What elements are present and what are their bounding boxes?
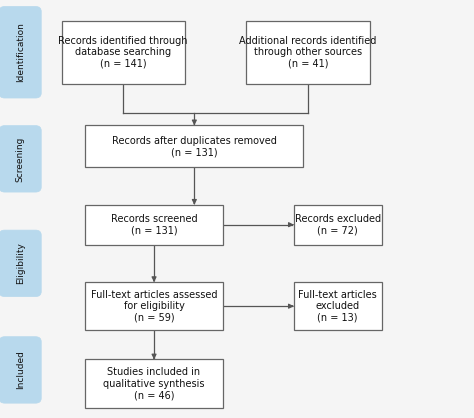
FancyBboxPatch shape — [0, 230, 41, 297]
Text: Full-text articles
excluded
(n = 13): Full-text articles excluded (n = 13) — [298, 290, 377, 323]
Text: Records excluded
(n = 72): Records excluded (n = 72) — [295, 214, 381, 235]
FancyBboxPatch shape — [294, 205, 382, 245]
Text: Studies included in
qualitative synthesis
(n = 46): Studies included in qualitative synthesi… — [103, 367, 205, 400]
FancyBboxPatch shape — [0, 337, 41, 403]
FancyBboxPatch shape — [85, 205, 223, 245]
Text: Records screened
(n = 131): Records screened (n = 131) — [111, 214, 197, 235]
Text: Identification: Identification — [16, 22, 25, 82]
FancyBboxPatch shape — [0, 125, 41, 192]
Text: Records identified through
database searching
(n = 141): Records identified through database sear… — [58, 36, 188, 69]
Text: Full-text articles assessed
for eligibility
(n = 59): Full-text articles assessed for eligibil… — [91, 290, 217, 323]
FancyBboxPatch shape — [85, 359, 223, 408]
FancyBboxPatch shape — [85, 282, 223, 330]
FancyBboxPatch shape — [62, 21, 185, 84]
FancyBboxPatch shape — [294, 282, 382, 330]
Text: Screening: Screening — [16, 136, 25, 181]
Text: Records after duplicates removed
(n = 131): Records after duplicates removed (n = 13… — [112, 135, 277, 157]
FancyBboxPatch shape — [0, 7, 41, 98]
FancyBboxPatch shape — [85, 125, 303, 167]
Text: Additional records identified
through other sources
(n = 41): Additional records identified through ot… — [239, 36, 377, 69]
Text: Included: Included — [16, 350, 25, 390]
Text: Eligibility: Eligibility — [16, 242, 25, 284]
FancyBboxPatch shape — [246, 21, 370, 84]
